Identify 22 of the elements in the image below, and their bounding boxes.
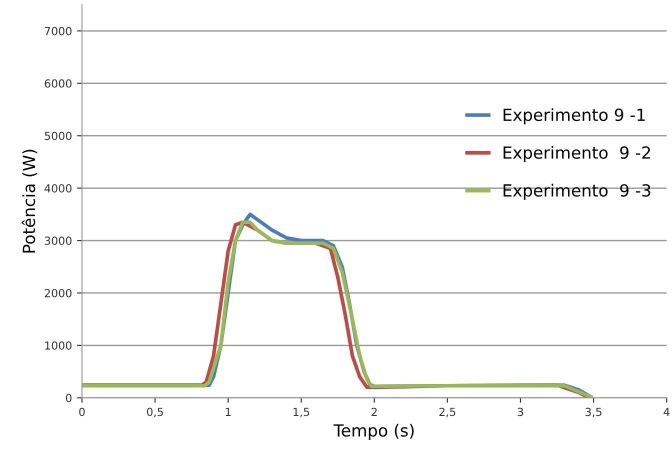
- y-tick-label: 4000: [44, 184, 72, 193]
- y-tick-label: 2000: [44, 288, 72, 298]
- y-tick-label: 3000: [44, 236, 72, 245]
- x-tick-label: 0,5: [146, 408, 163, 418]
- x-tick-label: 3,5: [586, 408, 602, 418]
- y-tick-label: 1000: [45, 341, 72, 350]
- y-tick-label: 6000: [44, 79, 72, 88]
- y-axis-title: Potência (W): [22, 150, 38, 252]
- legend-label: Experimento 9 -3: [504, 184, 650, 200]
- legend-label: Experimento 9 -2: [504, 146, 650, 162]
- legend-label: Experimento 9 -1: [504, 108, 645, 124]
- x-axis-title: Tempo (s): [333, 424, 414, 440]
- x-tick-label: 0: [79, 408, 85, 416]
- x-tick-label: 2,5: [439, 408, 456, 418]
- y-tick-label: 7000: [44, 26, 72, 36]
- y-tick-label: 0: [66, 394, 72, 402]
- x-tick-label: 4: [664, 408, 670, 416]
- x-tick-label: 1: [226, 408, 231, 416]
- x-tick-label: 1,5: [294, 408, 310, 418]
- x-tick-label: 3: [518, 408, 524, 416]
- y-tick-label: 5000: [44, 132, 72, 140]
- x-tick-label: 2: [372, 408, 377, 416]
